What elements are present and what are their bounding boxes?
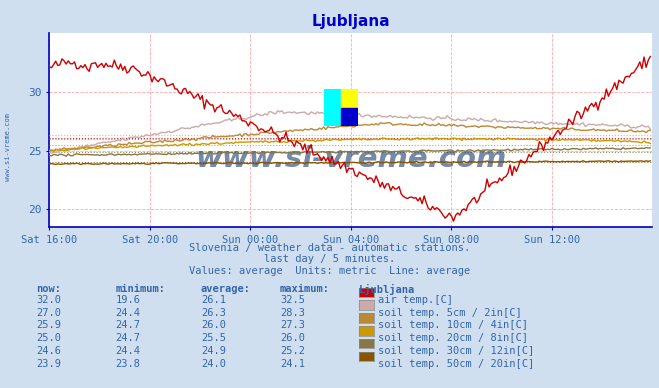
Text: www.si-vreme.com: www.si-vreme.com <box>195 145 507 173</box>
Text: 24.4: 24.4 <box>115 346 140 356</box>
Text: 26.0: 26.0 <box>280 333 305 343</box>
Text: www.si-vreme.com: www.si-vreme.com <box>5 113 11 182</box>
Text: 24.6: 24.6 <box>36 346 61 356</box>
Text: 23.8: 23.8 <box>115 359 140 369</box>
Text: 24.9: 24.9 <box>201 346 226 356</box>
Text: 24.7: 24.7 <box>115 333 140 343</box>
Text: Values: average  Units: metric  Line: average: Values: average Units: metric Line: aver… <box>189 266 470 276</box>
Text: soil temp. 5cm / 2in[C]: soil temp. 5cm / 2in[C] <box>378 308 521 318</box>
Text: Slovenia / weather data - automatic stations.: Slovenia / weather data - automatic stat… <box>189 242 470 253</box>
Text: air temp.[C]: air temp.[C] <box>378 295 453 305</box>
Text: 25.2: 25.2 <box>280 346 305 356</box>
Text: last day / 5 minutes.: last day / 5 minutes. <box>264 254 395 264</box>
Text: 26.0: 26.0 <box>201 320 226 331</box>
Text: soil temp. 10cm / 4in[C]: soil temp. 10cm / 4in[C] <box>378 320 528 331</box>
Text: 26.3: 26.3 <box>201 308 226 318</box>
Title: Ljubljana: Ljubljana <box>312 14 390 29</box>
Text: Ljubljana: Ljubljana <box>359 284 415 295</box>
Text: now:: now: <box>36 284 61 294</box>
Text: 25.0: 25.0 <box>36 333 61 343</box>
Text: soil temp. 50cm / 20in[C]: soil temp. 50cm / 20in[C] <box>378 359 534 369</box>
Text: 28.3: 28.3 <box>280 308 305 318</box>
Polygon shape <box>341 89 358 107</box>
Text: maximum:: maximum: <box>280 284 330 294</box>
Text: 24.1: 24.1 <box>280 359 305 369</box>
Text: 27.0: 27.0 <box>36 308 61 318</box>
Polygon shape <box>341 107 358 126</box>
Text: 24.4: 24.4 <box>115 308 140 318</box>
Text: 25.5: 25.5 <box>201 333 226 343</box>
Text: 23.9: 23.9 <box>36 359 61 369</box>
Text: 24.7: 24.7 <box>115 320 140 331</box>
Text: 19.6: 19.6 <box>115 295 140 305</box>
Text: 32.5: 32.5 <box>280 295 305 305</box>
Text: soil temp. 30cm / 12in[C]: soil temp. 30cm / 12in[C] <box>378 346 534 356</box>
Text: 27.3: 27.3 <box>280 320 305 331</box>
Text: soil temp. 20cm / 8in[C]: soil temp. 20cm / 8in[C] <box>378 333 528 343</box>
Text: 24.0: 24.0 <box>201 359 226 369</box>
Text: 26.1: 26.1 <box>201 295 226 305</box>
Text: 25.9: 25.9 <box>36 320 61 331</box>
Polygon shape <box>324 89 341 126</box>
Text: average:: average: <box>201 284 251 294</box>
Text: 32.0: 32.0 <box>36 295 61 305</box>
Text: minimum:: minimum: <box>115 284 165 294</box>
